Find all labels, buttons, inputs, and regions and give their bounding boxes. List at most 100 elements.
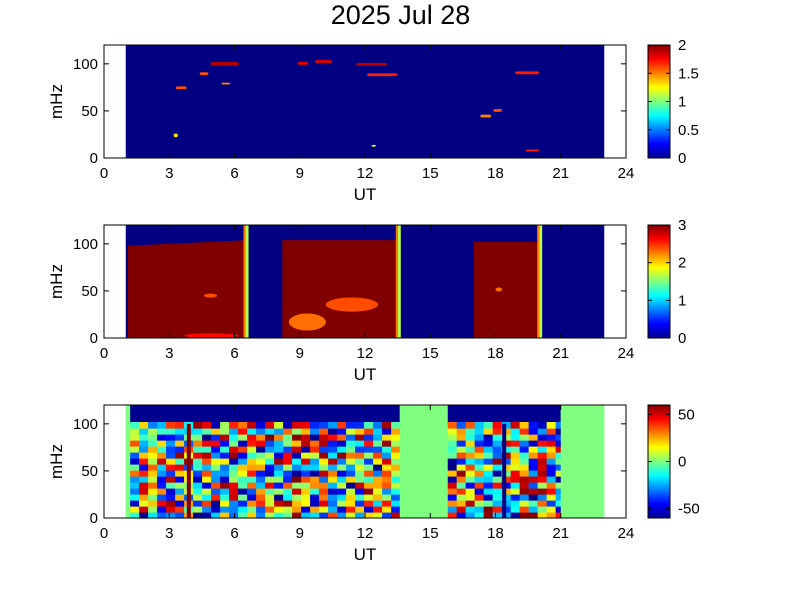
colorbar-tick-label: 0 xyxy=(678,150,686,167)
phase-cell xyxy=(157,488,167,495)
phase-cell xyxy=(211,440,221,447)
phase-cell xyxy=(328,494,338,501)
phase-cell xyxy=(148,434,158,441)
x-tick-label: 0 xyxy=(100,165,108,182)
phase-cell xyxy=(355,458,365,465)
phase-cell xyxy=(528,494,539,501)
phase-cell xyxy=(166,422,176,429)
phase-cell xyxy=(283,446,293,453)
phase-cell xyxy=(247,470,257,477)
phase-cell xyxy=(391,452,401,459)
phase-cell xyxy=(139,440,149,447)
phase-cell xyxy=(256,482,266,489)
phase-cell xyxy=(292,458,302,465)
phase-cell xyxy=(391,488,401,495)
phase-cell xyxy=(501,440,512,447)
phase-cell xyxy=(148,428,158,435)
phase-cell xyxy=(202,506,212,513)
phase-cell xyxy=(220,434,230,441)
phase-cell xyxy=(447,458,458,465)
phase-cell xyxy=(346,476,356,483)
phase-cell xyxy=(220,506,230,513)
phase-cell xyxy=(483,434,494,441)
phase-cell xyxy=(555,446,562,453)
phase-cell xyxy=(519,476,530,483)
phase-cell xyxy=(555,428,562,435)
x-tick-label: 15 xyxy=(422,165,439,182)
phase-cell xyxy=(537,512,548,519)
phase-cell xyxy=(555,482,562,489)
phase-cell xyxy=(483,482,494,489)
phase-cell xyxy=(447,452,458,459)
phase-cell xyxy=(193,500,203,507)
phase-cell xyxy=(492,428,503,435)
colorbar-tick-label: 1 xyxy=(678,94,686,111)
phase-cell xyxy=(510,458,521,465)
phase-cell xyxy=(301,494,311,501)
phase-cell xyxy=(301,464,311,471)
phase-cell xyxy=(130,470,140,477)
phase-cell xyxy=(283,464,293,471)
phase-cell xyxy=(382,452,392,459)
phase-cell xyxy=(256,428,266,435)
phase-cell xyxy=(328,464,338,471)
colorbar: 0 1 2 3 xyxy=(647,217,686,347)
phase-cell xyxy=(211,446,221,453)
phase-cell xyxy=(391,494,401,501)
phase-cell xyxy=(337,494,347,501)
phase-cell xyxy=(319,488,329,495)
phase-cell xyxy=(130,452,140,459)
phase-cell xyxy=(220,458,230,465)
phase-cell xyxy=(256,422,266,429)
power-feature xyxy=(173,133,178,138)
phase-cell xyxy=(292,506,302,513)
phase-cell xyxy=(483,422,494,429)
phase-cell xyxy=(519,434,530,441)
phase-cell xyxy=(193,506,203,513)
x-axis-label: UT xyxy=(354,545,377,564)
phase-cell xyxy=(337,464,347,471)
phase-cell xyxy=(166,482,176,489)
phase-cell xyxy=(274,494,284,501)
phase-cell xyxy=(220,440,230,447)
phase-cell xyxy=(283,422,293,429)
phase-cell xyxy=(292,470,302,477)
phase-cell xyxy=(474,470,485,477)
phase-cell xyxy=(265,482,275,489)
phase-cell xyxy=(220,428,230,435)
phase-cell xyxy=(456,434,467,441)
phase-cell xyxy=(364,506,374,513)
phase-cell xyxy=(229,446,239,453)
colorbar-tick-label: 0.5 xyxy=(678,122,699,139)
phase-cell xyxy=(274,488,284,495)
phase-cell xyxy=(346,470,356,477)
phase-cell xyxy=(474,440,485,447)
panel-1: 0 3 6 9 12 15 18 21 24 0 50 100 UT mHz 0 0.5 1 1.5 2 xyxy=(47,37,699,204)
phase-cell xyxy=(465,506,476,513)
phase-cell xyxy=(447,464,458,471)
phase-cell xyxy=(310,464,320,471)
phase-cell xyxy=(465,512,476,519)
phase-cell xyxy=(220,512,230,519)
phase-cell xyxy=(391,512,401,519)
phase-cell xyxy=(283,440,293,447)
power-feature xyxy=(525,149,539,152)
phase-cell xyxy=(148,464,158,471)
phase-cell xyxy=(537,458,548,465)
y-tick-label: 100 xyxy=(73,236,98,253)
phase-cell xyxy=(139,452,149,459)
phase-cell xyxy=(346,458,356,465)
phase-cell xyxy=(456,482,467,489)
phase-cell xyxy=(501,494,512,501)
phase-cell xyxy=(391,428,401,435)
phase-cell xyxy=(193,488,203,495)
y-tick-label: 0 xyxy=(90,150,98,167)
phase-cell xyxy=(319,446,329,453)
phase-cell xyxy=(465,494,476,501)
phase-cell xyxy=(328,440,338,447)
phase-cell xyxy=(211,470,221,477)
phase-cell xyxy=(193,482,203,489)
phase-cell xyxy=(211,500,221,507)
phase-cell xyxy=(373,512,383,519)
phase-cell xyxy=(501,428,512,435)
